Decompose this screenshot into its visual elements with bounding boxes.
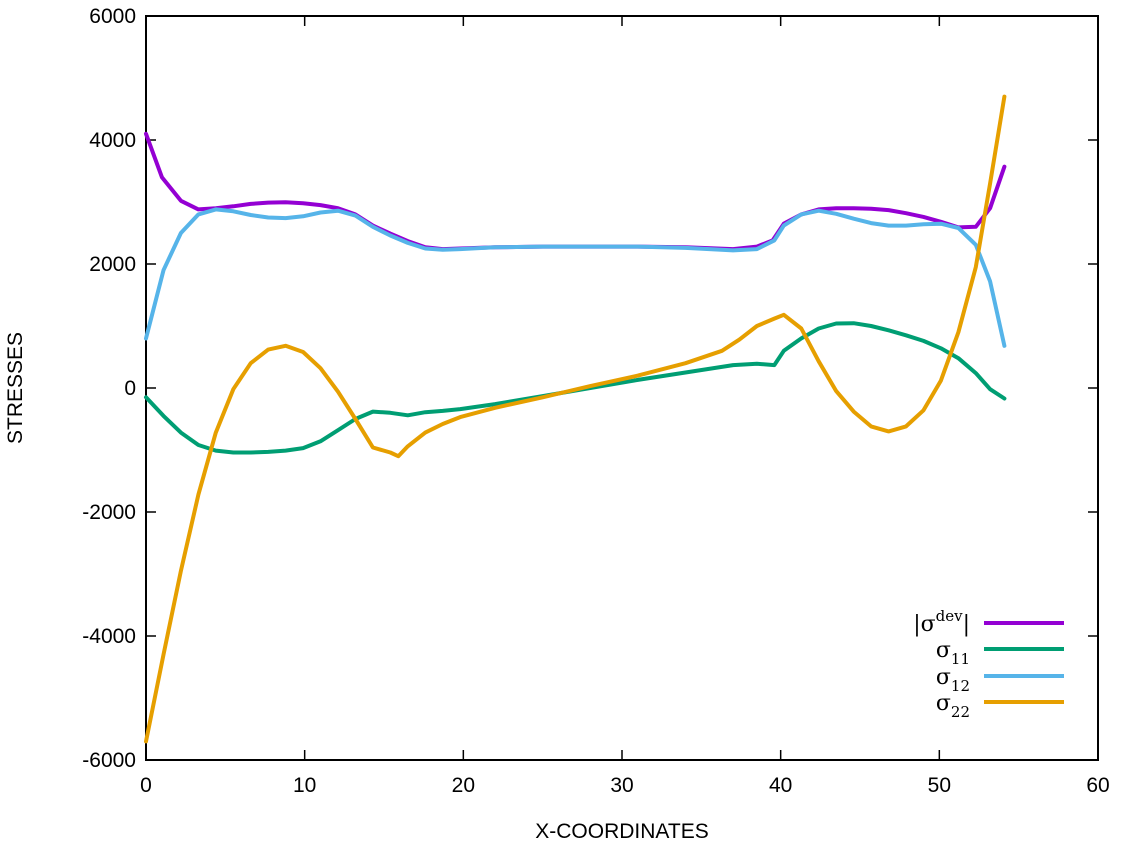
y-tick-labels: -6000 -4000 -2000 0 2000 4000 6000: [82, 5, 136, 772]
y-tick-label: -6000: [82, 749, 136, 772]
series-line-2: [144, 207, 1007, 348]
y-tick-label: 2000: [89, 253, 136, 276]
x-tick-label: 20: [452, 774, 475, 797]
x-tick-label: 0: [140, 774, 152, 797]
series-line-0: [144, 131, 1007, 252]
y-tick-label: -2000: [82, 501, 136, 524]
y-tick-label: 0: [124, 377, 136, 400]
x-axis-title: X-COORDINATES: [535, 820, 708, 843]
legend-label-3: σ22: [936, 691, 970, 721]
plot-frame: [145, 15, 1099, 761]
series-lines: [144, 94, 1007, 744]
x-tick-label: 40: [769, 774, 792, 797]
legend-label-2: σ12: [936, 665, 970, 695]
series-line-3: [144, 94, 1007, 744]
y-tick-label: 6000: [89, 5, 136, 28]
axis-ticks: [145, 15, 1099, 761]
legend-label-1: σ11: [936, 638, 970, 668]
y-axis-title: STRESSES: [4, 332, 27, 444]
x-tick-label: 10: [293, 774, 316, 797]
x-tick-label: 60: [1086, 774, 1109, 797]
legend-label-0: |σdev|: [913, 607, 970, 637]
y-tick-label: -4000: [82, 625, 136, 648]
y-tick-label: 4000: [89, 129, 136, 152]
x-tick-label: 50: [928, 774, 951, 797]
x-tick-label: 30: [610, 774, 633, 797]
x-tick-labels: 0 10 20 30 40 50 60: [140, 774, 1110, 797]
